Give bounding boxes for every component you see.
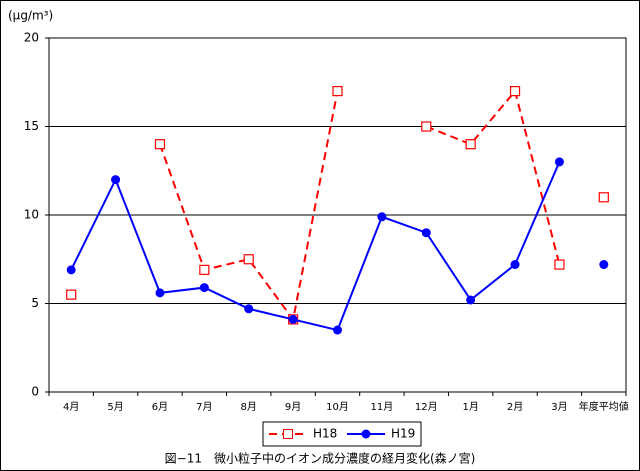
x-tick-label: 9月	[285, 401, 301, 413]
marker	[199, 264, 210, 275]
x-tick-label: 1月	[462, 401, 478, 413]
marker	[154, 139, 166, 150]
marker	[554, 157, 564, 167]
series-line	[70, 161, 561, 332]
x-tick-label: 12月	[415, 401, 438, 413]
x-tick-label: 3月	[551, 401, 567, 413]
marker	[244, 304, 254, 314]
marker	[421, 121, 432, 132]
marker	[599, 260, 609, 270]
x-tick-label: 7月	[196, 401, 212, 413]
x-tick-label: 5月	[107, 401, 123, 413]
y-tick-label: 15	[24, 119, 39, 133]
x-tick-label: 2月	[507, 401, 523, 413]
marker	[288, 314, 298, 324]
marker	[66, 265, 76, 275]
marker	[466, 295, 476, 305]
y-tick-label: 0	[31, 385, 39, 399]
legend-label: H18	[313, 427, 337, 441]
y-tick-label: 5	[31, 296, 39, 310]
marker	[199, 283, 209, 293]
marker	[598, 192, 609, 203]
marker	[111, 175, 121, 185]
legend-label: H19	[391, 427, 415, 441]
marker	[333, 325, 342, 335]
legend-marker	[283, 429, 293, 439]
x-tick-label: 8月	[241, 401, 257, 413]
x-tick-label: 4月	[63, 401, 79, 413]
x-tick-label: 10月	[326, 401, 349, 413]
marker	[510, 260, 520, 270]
marker	[155, 288, 165, 298]
x-tick-label: 11月	[371, 401, 394, 413]
series-line	[159, 88, 561, 322]
x-tick-label: 6月	[152, 401, 168, 413]
legend-marker	[361, 429, 371, 439]
marker	[66, 289, 77, 300]
marker	[377, 212, 387, 222]
marker	[509, 85, 521, 97]
marker	[421, 228, 431, 238]
y-tick-label: 20	[24, 31, 39, 45]
x-tick-label: 年度平均値	[579, 400, 629, 413]
chart-title: 図−11 微小粒子中のイオン成分濃度の経月変化(森ノ宮)	[165, 451, 476, 466]
marker	[465, 139, 476, 150]
y-axis-label: (μg/m³)	[8, 9, 53, 23]
y-tick-label: 10	[24, 208, 39, 222]
marker	[554, 259, 565, 270]
marker	[332, 85, 343, 97]
marker	[243, 254, 254, 265]
